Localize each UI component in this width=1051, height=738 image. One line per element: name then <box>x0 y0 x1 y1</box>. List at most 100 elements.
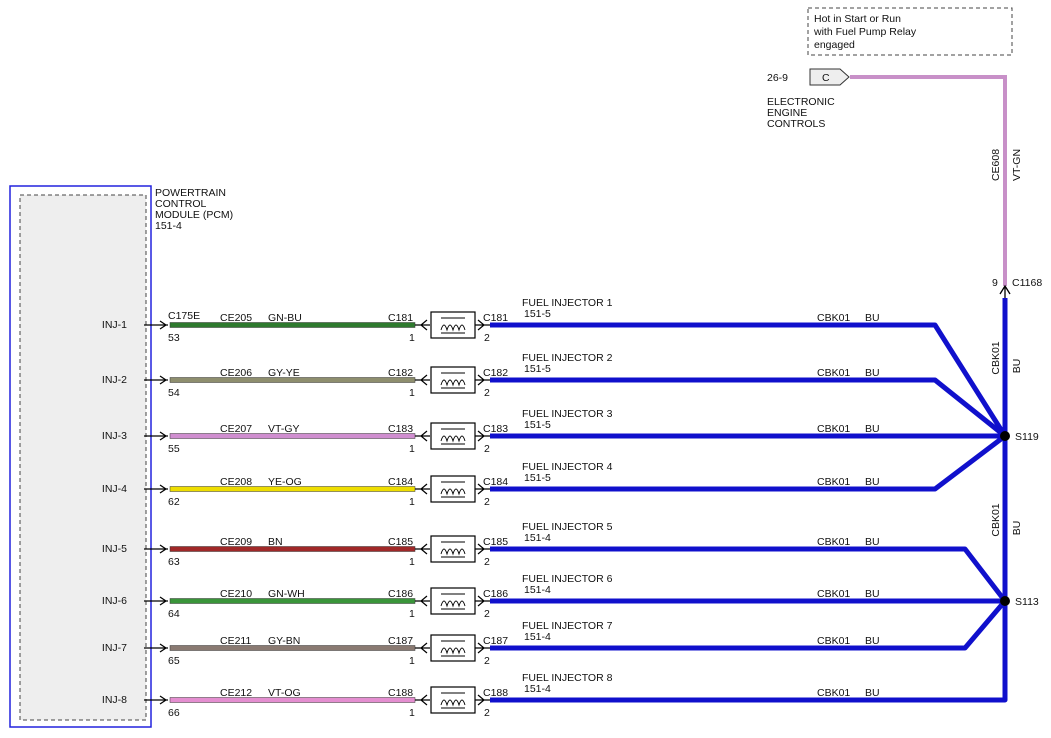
connector-label: C188 <box>388 687 413 699</box>
return-color-code: BU <box>865 687 880 699</box>
connector-label: C185 <box>388 536 413 548</box>
return-wire <box>490 546 1007 603</box>
source-ref: 26-9 <box>767 72 788 84</box>
pcm-pin-name: INJ-6 <box>102 595 127 607</box>
pcm-label: POWERTRAIN <box>155 187 226 199</box>
return-circuit: CBK01 <box>817 476 850 488</box>
connector-arrow <box>415 483 430 495</box>
connector-arrow <box>415 543 430 555</box>
injector-coil <box>440 372 466 389</box>
pcm-pin-name: INJ-2 <box>102 374 127 386</box>
pcm-pin-name: INJ-7 <box>102 642 127 654</box>
connector-arrow <box>415 642 430 654</box>
injector-ref: 151-5 <box>524 472 551 484</box>
return-circuit: CBK01 <box>817 635 850 647</box>
injector-ref: 151-5 <box>524 363 551 375</box>
pcm-connector: C175E <box>168 310 200 322</box>
injector-box <box>430 475 476 503</box>
pin-arrow <box>144 695 168 705</box>
connector-arrow <box>475 543 490 555</box>
connector-label: C183 <box>388 423 413 435</box>
connector-label: C181 <box>388 312 413 324</box>
pcm-label: MODULE (PCM) <box>155 209 233 221</box>
connector-pin: 2 <box>484 387 490 399</box>
return-wire <box>490 599 1007 651</box>
pin-arrow <box>144 320 168 330</box>
connector-pin: 1 <box>409 496 415 508</box>
connector-pin: 2 <box>484 655 490 667</box>
wire-color-code: BU <box>1011 359 1023 374</box>
return-color-code: BU <box>865 312 880 324</box>
connector-label: C182 <box>388 367 413 379</box>
connector-label: C186 <box>483 588 508 600</box>
connector-arrow <box>475 430 490 442</box>
wire-color-code: GY-YE <box>268 367 300 379</box>
connector-label: C187 <box>388 635 413 647</box>
return-circuit: CBK01 <box>817 687 850 699</box>
injector-coil <box>440 541 466 558</box>
pin-arrow <box>144 484 168 494</box>
pcm-pin: 54 <box>168 387 180 399</box>
connector-pin: 1 <box>409 387 415 399</box>
pcm-box <box>9 185 152 728</box>
injector-ref: 151-4 <box>524 532 551 544</box>
feed-wire <box>850 75 1007 286</box>
connector-arrow <box>475 694 490 706</box>
wire-color-code: BN <box>268 536 283 548</box>
connector-arrow <box>415 595 430 607</box>
pin-arrow <box>144 643 168 653</box>
connector-arrow <box>475 374 490 386</box>
pcm-pin: 62 <box>168 496 180 508</box>
pcm-pin: 66 <box>168 707 180 719</box>
note-line: Hot in Start or Run <box>814 13 901 25</box>
return-color-code: BU <box>865 423 880 435</box>
injector-coil <box>440 317 466 334</box>
connector-pin: 2 <box>484 332 490 344</box>
return-circuit: CBK01 <box>817 536 850 548</box>
wire-color-code: VT-GN <box>1011 149 1023 181</box>
pcm-pin: 64 <box>168 608 180 620</box>
connector-pin: 1 <box>409 707 415 719</box>
connector-label: C187 <box>483 635 508 647</box>
wire-circuit: CE209 <box>220 536 252 548</box>
injector-name: FUEL INJECTOR 2 <box>522 352 613 364</box>
feed-connector: C1168 <box>1012 277 1042 289</box>
injector-name: FUEL INJECTOR 8 <box>522 672 613 684</box>
pin-arrow <box>144 375 168 385</box>
connector-arrow <box>415 374 430 386</box>
pcm-label: 151-4 <box>155 220 182 232</box>
injector-box <box>430 686 476 714</box>
signal-wire <box>169 546 416 552</box>
connector-arrow <box>475 483 490 495</box>
injector-coil <box>440 593 466 610</box>
pcm-pin-name: INJ-1 <box>102 319 127 331</box>
connector-label: C183 <box>483 423 508 435</box>
source-label: CONTROLS <box>767 118 825 130</box>
return-color-code: BU <box>865 635 880 647</box>
splice-label: S119 <box>1015 431 1039 443</box>
return-circuit: CBK01 <box>817 423 850 435</box>
return-color-code: BU <box>865 367 880 379</box>
return-color-code: BU <box>865 588 880 600</box>
connector-pin: 2 <box>484 707 490 719</box>
injector-ref: 151-4 <box>524 631 551 643</box>
connector-arrow <box>999 284 1011 298</box>
wire-circuit: CE212 <box>220 687 252 699</box>
injector-box <box>430 587 476 615</box>
splice <box>1000 431 1010 441</box>
note-line: with Fuel Pump Relay <box>813 26 917 38</box>
feed-pin: 9 <box>992 277 998 289</box>
pcm-label: CONTROL <box>155 198 206 210</box>
wire-circuit: CBK01 <box>990 341 1002 374</box>
return-wire <box>490 377 1007 438</box>
pcm-pin-name: INJ-8 <box>102 694 127 706</box>
splice <box>1000 596 1010 606</box>
injector-name: FUEL INJECTOR 1 <box>522 297 613 309</box>
splice-label: S113 <box>1015 596 1039 608</box>
wire-circuit: CE205 <box>220 312 252 324</box>
connector-arrow <box>415 694 430 706</box>
connector-label: C186 <box>388 588 413 600</box>
injector-box <box>430 535 476 563</box>
connector-pin: 1 <box>409 608 415 620</box>
